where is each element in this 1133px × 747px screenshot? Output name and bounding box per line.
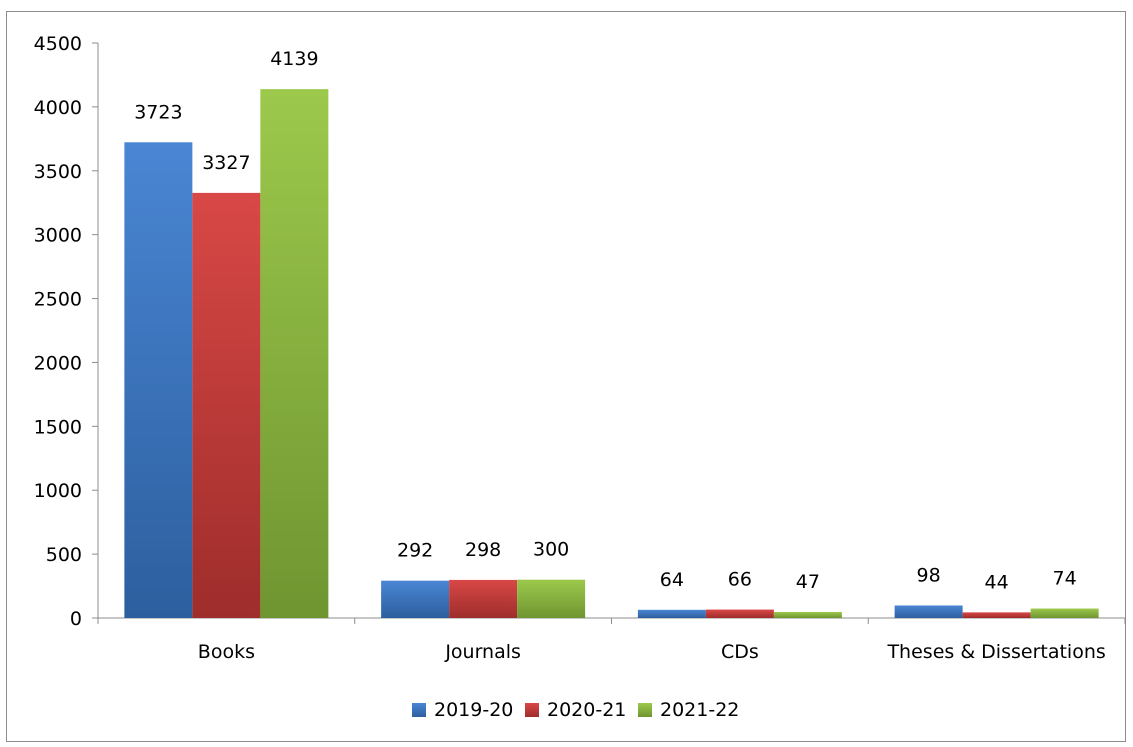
legend: 2019-20 2020-21 2021-22 <box>412 699 739 721</box>
data-label: 4139 <box>270 48 318 70</box>
y-tick-label: 2500 <box>34 289 82 311</box>
x-category-label: Theses & Dissertations <box>886 641 1105 663</box>
bar-2019-20 <box>894 605 963 618</box>
y-tick-label: 1000 <box>34 480 82 502</box>
data-label: 66 <box>728 569 752 591</box>
y-tick-label: 1500 <box>34 416 82 438</box>
bar-2021-22 <box>517 579 586 618</box>
legend-swatch <box>525 703 539 717</box>
data-label: 298 <box>465 539 501 561</box>
data-label: 3327 <box>202 152 250 174</box>
data-label: 300 <box>533 539 569 561</box>
bar-2019-20 <box>637 609 706 618</box>
x-category-label: Journals <box>444 641 521 663</box>
y-tick-label: 4500 <box>34 33 82 55</box>
x-category-label: CDs <box>721 641 759 663</box>
legend-label: 2019-20 <box>434 699 513 721</box>
data-label: 74 <box>1053 568 1077 590</box>
bars <box>124 89 1099 619</box>
axes: 0 500 1000 1500 2000 2500 3000 3500 4000 4500 Book… <box>34 33 1126 663</box>
bar-2019-20 <box>381 580 450 618</box>
data-label: 98 <box>917 564 941 586</box>
data-label: 64 <box>660 569 684 591</box>
legend-swatch <box>412 703 426 717</box>
legend-label: 2021-22 <box>660 699 739 721</box>
data-labels: 3723 3327 4139 292 298 300 64 66 47 98 44 74 <box>134 48 1077 593</box>
data-label: 3723 <box>134 101 182 123</box>
bar-2021-22 <box>1030 608 1099 618</box>
bar-2020-21 <box>962 612 1031 618</box>
y-tick-label: 500 <box>46 544 82 566</box>
y-tick-label: 3500 <box>34 161 82 183</box>
bar-2019-20 <box>124 142 193 619</box>
bar-2020-21 <box>192 192 261 618</box>
bar-2020-21 <box>449 579 518 618</box>
data-label: 44 <box>985 571 1009 593</box>
y-tick-label: 0 <box>70 608 82 630</box>
x-category-label: Books <box>198 641 255 663</box>
y-tick-label: 2000 <box>34 352 82 374</box>
bar-2021-22 <box>260 89 329 618</box>
y-tick-label: 4000 <box>34 97 82 119</box>
legend-label: 2020-21 <box>547 699 626 721</box>
bar-2020-21 <box>705 609 774 618</box>
data-label: 292 <box>397 540 433 562</box>
y-tick-label: 3000 <box>34 225 82 247</box>
data-label: 47 <box>796 571 820 593</box>
bar-2021-22 <box>773 611 842 618</box>
legend-swatch <box>638 703 652 717</box>
